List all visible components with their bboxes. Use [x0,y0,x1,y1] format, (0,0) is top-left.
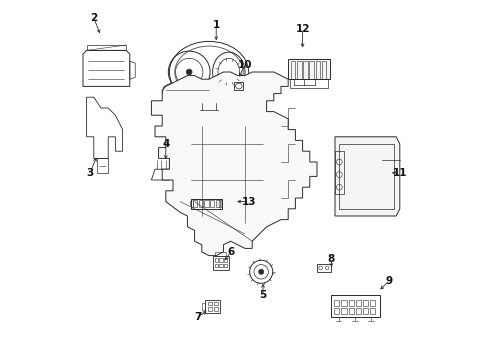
Bar [288,59,330,79]
Bar [210,200,215,207]
Bar [342,300,346,306]
Bar [356,308,361,314]
Bar [334,300,339,306]
Bar [214,307,218,311]
Bar [202,303,205,310]
Text: 8: 8 [328,254,335,264]
Bar [291,61,295,79]
Text: 2: 2 [90,13,98,23]
Bar [331,295,380,317]
Bar [87,45,126,50]
Text: 7: 7 [195,312,202,322]
Bar [215,258,218,262]
Bar [224,258,227,262]
Bar [224,264,227,267]
Bar [349,308,354,314]
Bar [297,61,301,79]
Bar [363,300,368,306]
Bar [334,308,339,314]
Bar [191,199,221,209]
Bar [310,61,314,79]
Bar [216,200,220,207]
Bar [342,308,346,314]
Text: 3: 3 [87,168,94,178]
Bar [317,264,331,272]
Bar [204,200,209,207]
Bar [234,82,243,90]
Text: 1: 1 [213,20,220,30]
Ellipse shape [259,269,264,274]
Bar [349,300,354,306]
Bar [193,200,197,207]
Bar [220,264,222,267]
Text: 4: 4 [162,139,170,149]
Bar [356,300,361,306]
Text: 11: 11 [392,168,407,178]
Text: 9: 9 [386,276,392,286]
Bar [370,300,375,306]
Bar [208,307,212,311]
Bar [303,61,308,79]
Bar [370,308,375,314]
Bar [214,302,218,305]
Text: 6: 6 [227,247,234,257]
Text: 12: 12 [295,24,310,34]
Bar [339,144,394,209]
Bar [290,79,328,88]
Text: 5: 5 [259,290,267,300]
Bar [316,61,320,79]
Text: 10: 10 [238,60,252,70]
Bar [215,264,218,267]
Bar [216,252,225,256]
Bar [335,151,344,194]
Bar [198,200,203,207]
Ellipse shape [186,69,192,75]
Text: 13: 13 [242,197,256,207]
Polygon shape [151,72,317,256]
Bar [205,300,220,313]
Bar [220,258,222,262]
Bar [208,302,212,305]
Bar [213,256,229,270]
Bar [363,308,368,314]
Bar [321,61,326,79]
Polygon shape [335,137,400,216]
